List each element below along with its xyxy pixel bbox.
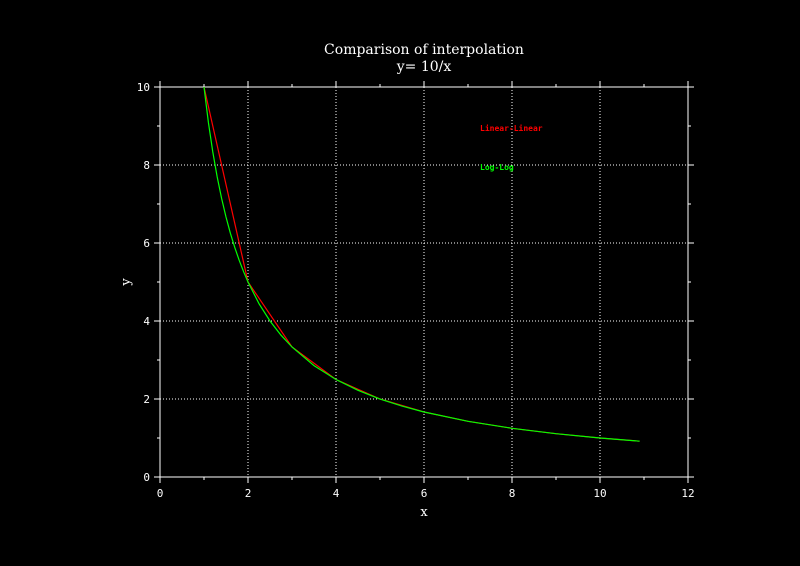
y-tick-label: 6: [143, 237, 150, 250]
y-tick-label: 10: [137, 81, 150, 94]
grid-lines: [160, 87, 688, 477]
x-tick-label: 2: [245, 487, 252, 500]
x-tick-label: 0: [157, 487, 164, 500]
x-tick-label: 6: [421, 487, 428, 500]
y-tick-label: 4: [143, 315, 150, 328]
series-line-1: [203, 86, 640, 442]
x-axis-label: x: [420, 505, 428, 520]
chart-subtitle: y= 10/x: [396, 59, 452, 75]
series-line-0: [203, 86, 640, 442]
y-tick-label: 0: [143, 471, 150, 484]
x-tick-label: 12: [681, 487, 694, 500]
legend-entry-0: Linear-Linear: [480, 123, 543, 133]
series-lines: [203, 86, 640, 442]
y-tick-label: 8: [143, 159, 150, 172]
axis-ticks: 0 2 4 6 8 10 12 0 2 4 6 8 10: [137, 81, 695, 500]
legend-entry-1: Log-Log: [480, 163, 514, 172]
chart-title: Comparison of interpolation: [324, 42, 524, 58]
x-tick-label: 10: [593, 487, 606, 500]
y-tick-label: 2: [143, 393, 150, 406]
x-tick-label: 8: [509, 487, 516, 500]
legend: Linear-Linear Log-Log: [480, 123, 543, 172]
x-tick-label: 4: [333, 487, 340, 500]
y-axis-label: y: [119, 278, 134, 287]
